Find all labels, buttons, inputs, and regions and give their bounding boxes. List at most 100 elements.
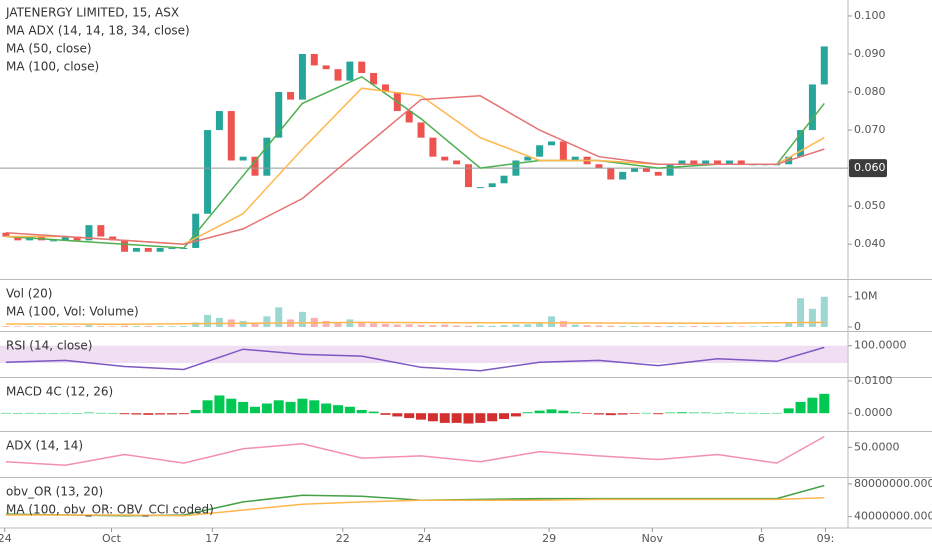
macd-bar: [226, 398, 237, 414]
volume-bar: [132, 326, 140, 327]
candle-body: [168, 247, 176, 249]
candle-body: [310, 54, 318, 66]
macd-bar: [155, 413, 166, 415]
candle-body: [358, 61, 366, 74]
x-tick-label: 17: [205, 532, 219, 545]
candle-body: [666, 164, 674, 176]
indicator-line: [5, 497, 825, 517]
volume-bar: [607, 325, 615, 327]
volume-bar: [714, 326, 722, 327]
candle-body: [536, 145, 544, 157]
volume-bar: [500, 325, 508, 327]
macd-bar: [12, 413, 23, 414]
candle-body: [476, 187, 484, 189]
volume-bar: [168, 326, 176, 327]
macd-bar: [202, 400, 213, 414]
macd-bar: [178, 413, 189, 415]
pane-title: RSI (14, close): [6, 339, 92, 353]
volume-bar: [38, 326, 46, 327]
y-tick-label: 0.070: [854, 123, 886, 136]
volume-bar: [26, 326, 34, 327]
candle-body: [215, 111, 223, 131]
candle-body: [429, 137, 437, 157]
candle-body: [607, 168, 615, 180]
candle-body: [251, 156, 259, 176]
macd-bar: [499, 413, 510, 420]
macd-bar: [24, 412, 35, 414]
candle-body: [488, 183, 496, 188]
volume-bar: [156, 326, 164, 327]
candle-body: [725, 160, 733, 165]
y-tick-label: 0.0100: [854, 374, 893, 387]
candle-body: [381, 84, 389, 93]
candle-body: [370, 73, 378, 85]
volume-bar: [429, 325, 437, 327]
volume-bar: [144, 325, 152, 327]
candle-body: [73, 236, 81, 241]
macd-bar: [0, 412, 11, 414]
candle-body: [263, 137, 271, 176]
volume-bar: [488, 325, 496, 327]
volume-bar: [417, 324, 425, 327]
candle-body: [524, 156, 532, 161]
macd-bar: [819, 393, 830, 414]
candle-body: [227, 111, 235, 161]
macd-bar: [273, 400, 284, 414]
macd-bar: [451, 413, 462, 423]
macd-bar: [321, 403, 332, 414]
legend-entry: MA ADX (14, 14, 18, 34, close): [6, 24, 190, 38]
macd-bar: [72, 413, 83, 414]
candle-body: [109, 236, 117, 241]
legend-entry: MA (100, close): [6, 60, 99, 74]
macd-bar: [60, 412, 71, 414]
y-tick-label: 100.0000: [854, 339, 907, 352]
indicator-line: [5, 346, 825, 372]
candle-body: [654, 171, 662, 176]
y-tick-label: 40000000.0000: [854, 510, 932, 523]
pane-title: ADX (14, 14): [6, 439, 83, 453]
volume-bar: [761, 326, 769, 327]
pane-title: obv_OR (13, 20): [6, 485, 103, 499]
candle-body: [797, 130, 805, 157]
candle-body: [334, 69, 342, 81]
macd-bar: [522, 412, 533, 414]
candle-body: [85, 225, 93, 241]
rsi-band: [0, 345, 848, 364]
macd-bar: [285, 401, 296, 414]
macd-bar: [392, 413, 403, 417]
macd-bar: [783, 408, 794, 414]
volume-bar: [405, 324, 413, 327]
candle-body: [690, 160, 698, 165]
candle-body: [204, 130, 212, 214]
indicator-line: [5, 75, 825, 249]
volume-bar: [808, 308, 816, 327]
volume-bar: [702, 326, 710, 327]
candle-body: [287, 92, 295, 100]
candle-body: [132, 247, 140, 252]
macd-bar: [712, 412, 723, 414]
volume-bar: [298, 311, 306, 327]
candle-body: [702, 160, 710, 165]
legend-entry: MA (50, close): [6, 42, 92, 56]
volume-bar: [737, 326, 745, 327]
macd-bar: [131, 413, 142, 415]
macd-bar: [344, 406, 355, 414]
volume-bar: [595, 325, 603, 327]
volume-bar: [654, 326, 662, 327]
macd-bar: [166, 413, 177, 415]
macd-bar: [48, 413, 59, 414]
macd-bar: [439, 413, 450, 423]
volume-bar: [381, 323, 389, 327]
macd-bar: [688, 412, 699, 414]
volume-bar: [464, 325, 472, 327]
legend-entry: MA (100, obv_OR: OBV_CCI coded): [6, 503, 214, 517]
candle-body: [678, 160, 686, 165]
candle-body: [500, 175, 508, 184]
volume-bar: [536, 322, 544, 327]
macd-bar: [665, 412, 676, 414]
macd-bar: [249, 406, 260, 414]
candle-body: [441, 156, 449, 161]
volume-bar: [109, 326, 117, 327]
macd-bar: [214, 395, 225, 414]
volume-bar: [322, 320, 330, 327]
